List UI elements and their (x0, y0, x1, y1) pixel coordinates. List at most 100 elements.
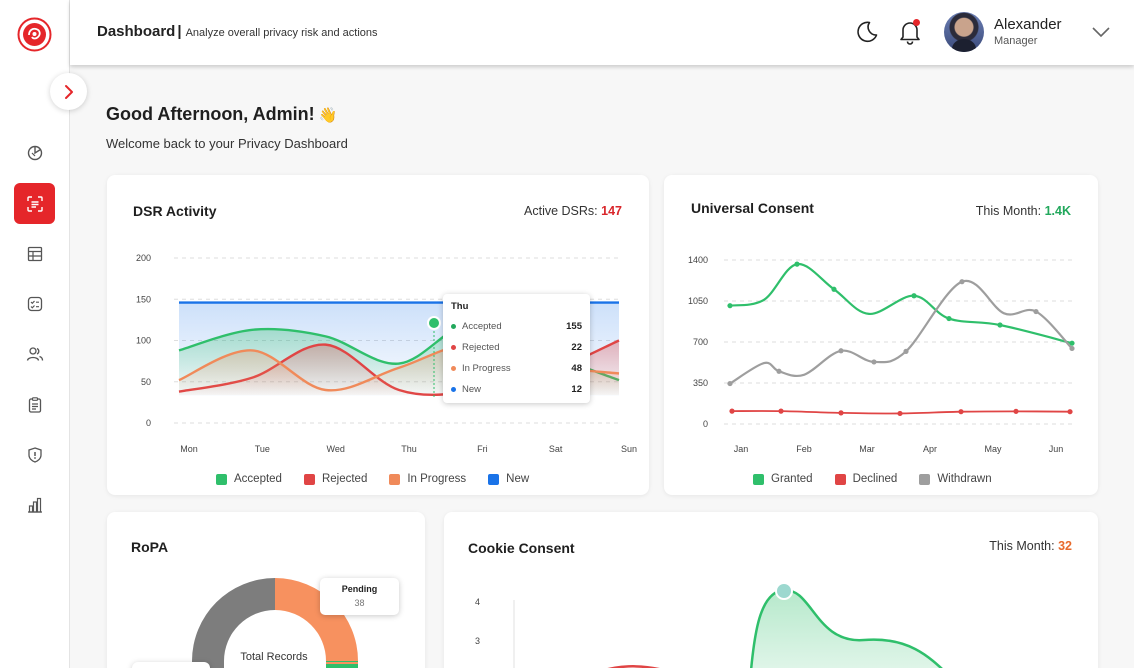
user-avatar[interactable] (944, 12, 984, 52)
pending-label: Pending (341, 584, 378, 594)
dsr-y-tick-label: 150 (136, 294, 151, 304)
sidebar-item-users[interactable] (14, 333, 55, 374)
donut-second-tooltip (132, 662, 210, 668)
consent-this-month: This Month: 1.4K (976, 204, 1071, 218)
sidebar-item-reports[interactable] (14, 484, 55, 525)
legend-new[interactable]: New (488, 473, 529, 485)
sidebar-item-dsr[interactable] (14, 183, 55, 224)
sidebar-expand-button[interactable] (50, 73, 87, 110)
legend-label: Declined (852, 473, 898, 485)
legend-swatch (389, 473, 401, 485)
dsr-legend: Accepted Rejected In Progress New (216, 473, 529, 485)
consent-point-declined (897, 410, 903, 417)
consent-x-tick-label: Apr (923, 444, 937, 454)
consent-point-withdrawn (838, 348, 844, 354)
tooltip-row-in-progress: In Progress 48 (451, 358, 582, 379)
tooltip-label: Rejected (462, 342, 500, 353)
brand-logo[interactable] (17, 17, 52, 52)
cookie-meta-label: This Month: (989, 539, 1055, 553)
universal-consent-chart[interactable]: 0 350 700 1050 1400 Jan Feb Mar Apr May Jun (664, 175, 1098, 495)
cookie-this-month: This Month: 32 (989, 539, 1072, 553)
cookie-rejected-line (608, 665, 660, 668)
active-dsrs: Active DSRs: 147 (524, 204, 622, 218)
dsr-y-tick-label: 100 (136, 336, 151, 346)
user-name[interactable]: Alexander (994, 16, 1062, 33)
cookie-consent-chart[interactable]: 4 3 (444, 512, 1098, 668)
consent-meta-label: This Month: (975, 204, 1042, 218)
consent-point-declined (729, 408, 735, 414)
dsr-tooltip: Thu Accepted 155 Rejected 22 In Progress 48… (443, 294, 590, 403)
tooltip-label: In Progress (462, 363, 511, 374)
legend-label: New (506, 473, 530, 485)
scan-icon (26, 195, 43, 212)
greeting-title: Good Afternoon, Admin! 👋 (106, 104, 337, 125)
consent-y-tick-label: 700 (693, 337, 708, 347)
sidebar-item-checklist[interactable] (14, 283, 55, 324)
cookie-accepted-line (749, 588, 943, 668)
dark-mode-icon[interactable] (855, 20, 879, 44)
tooltip-row-accepted: Accepted 155 (451, 316, 582, 337)
consent-line-withdrawn (729, 279, 1073, 385)
legend-rejected[interactable]: Rejected (303, 473, 367, 485)
title-separator: | (177, 23, 182, 40)
dsr-hover-point (427, 316, 441, 330)
dsr-x-tick-label: Fri (477, 444, 488, 454)
consent-point-withdrawn (903, 348, 909, 354)
consent-point-granted (794, 261, 800, 267)
active-dsrs-label: Active DSRs: (524, 204, 598, 218)
cookie-y-tick-3: 3 (475, 636, 480, 646)
dsr-x-tick-label: Sat (549, 444, 563, 454)
consent-point-withdrawn (1033, 308, 1039, 315)
consent-x-tick-label: May (984, 444, 1002, 454)
consent-point-granted (997, 322, 1003, 328)
tooltip-row-rejected: Rejected 22 (451, 337, 582, 358)
tooltip-dot (451, 345, 456, 350)
tooltip-dot (451, 324, 456, 329)
legend-accepted[interactable]: Accepted (216, 473, 282, 485)
dsr-x-tick-label: Mon (180, 444, 198, 454)
sidebar-item-dashboard[interactable] (14, 132, 55, 173)
consent-y-tick-label: 0 (703, 419, 708, 429)
consent-x-tick-label: Jan (734, 444, 749, 454)
sidebar (0, 0, 70, 668)
tooltip-label: Accepted (462, 321, 502, 332)
greeting-text: Good Afternoon, Admin! (106, 104, 315, 124)
greeting-subtitle: Welcome back to your Privacy Dashboard (106, 136, 348, 151)
consent-line-granted (729, 262, 1073, 345)
consent-x-tick-label: Feb (796, 444, 812, 454)
ropa-donut-chart[interactable]: Total Records (107, 512, 425, 668)
consent-point-declined (838, 410, 844, 416)
consent-point-declined (1013, 408, 1019, 414)
consent-point-withdrawn (871, 359, 877, 365)
sidebar-item-records[interactable] (14, 384, 55, 425)
dsr-x-tick-label: Tue (255, 444, 270, 454)
cookie-meta-value: 32 (1058, 539, 1072, 553)
legend-declined[interactable]: Declined (834, 473, 898, 485)
notification-badge (913, 19, 920, 26)
consent-x-tick-label: Jun (1049, 444, 1064, 454)
tooltip-dot (451, 387, 456, 392)
legend-in-progress[interactable]: In Progress (389, 473, 466, 485)
chevron-down-icon[interactable] (1092, 27, 1110, 38)
sidebar-item-security[interactable] (14, 434, 55, 475)
legend-withdrawn[interactable]: Withdrawn (919, 473, 992, 485)
donut-slice-other (192, 578, 275, 668)
top-header: Dashboard | Analyze overall privacy risk a… (70, 0, 1134, 65)
consent-point-granted (1069, 340, 1075, 346)
dsr-x-tick-label: Thu (401, 444, 417, 454)
cookie-active-point (775, 582, 793, 600)
clipboard-icon (28, 396, 41, 413)
sidebar-item-calendar[interactable] (14, 233, 55, 274)
page-title: Dashboard | Analyze overall privacy risk a… (97, 23, 378, 40)
consent-y-tick-label: 1050 (688, 296, 708, 306)
cookie-consent-card: Cookie Consent This Month: 32 4 3 (444, 512, 1098, 668)
legend-swatch (834, 473, 846, 485)
dsr-x-tick-label: Wed (326, 444, 344, 454)
consent-meta-value: 1.4K (1044, 204, 1071, 218)
cookie-card-title: Cookie Consent (468, 540, 575, 556)
dsr-y-tick-label: 0 (146, 418, 151, 428)
consent-point-declined (958, 409, 964, 415)
legend-granted[interactable]: Granted (753, 473, 813, 485)
consent-point-granted (831, 286, 837, 292)
legend-swatch (216, 473, 227, 485)
